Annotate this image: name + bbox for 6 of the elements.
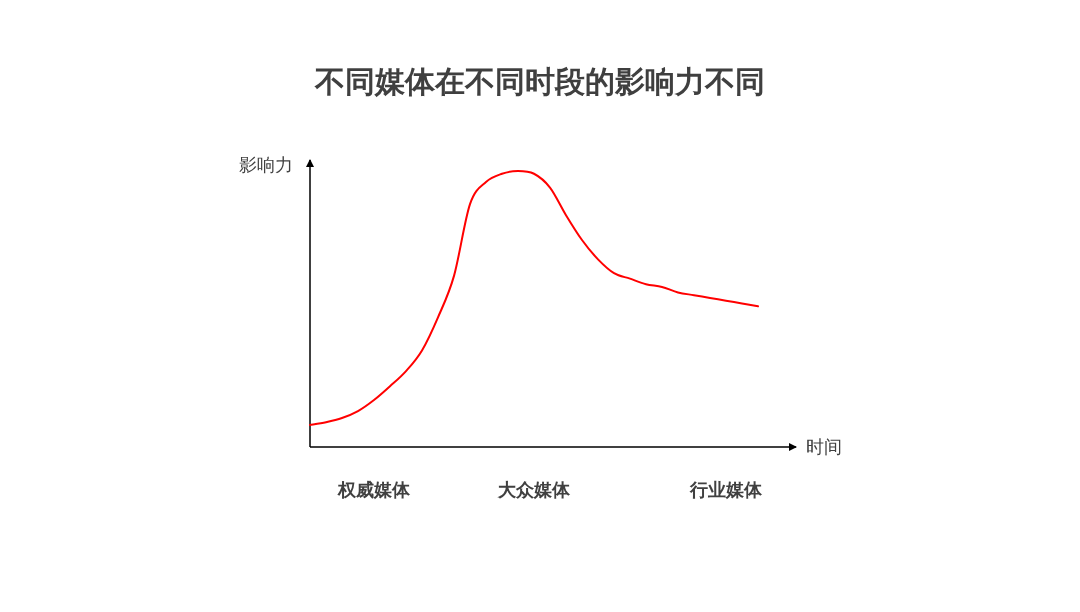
x-tick-label: 大众媒体 [497, 479, 571, 500]
x-tick-label: 行业媒体 [689, 479, 763, 500]
x-axis-title: 时间 [806, 436, 842, 457]
chart-title: 不同媒体在不同时段的影响力不同 [314, 64, 765, 99]
x-tick-label: 权威媒体 [337, 479, 411, 500]
y-axis-title: 影响力 [239, 154, 293, 175]
